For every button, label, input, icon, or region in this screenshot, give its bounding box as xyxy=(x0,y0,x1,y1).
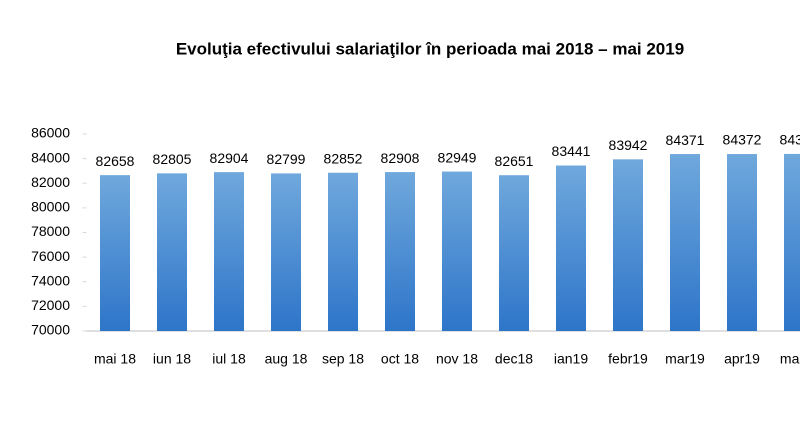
bar xyxy=(727,154,757,331)
x-tick-label: febr19 xyxy=(608,351,648,367)
data-label: 82949 xyxy=(438,149,477,165)
x-tick-label: apr19 xyxy=(724,351,760,367)
bar xyxy=(157,173,187,331)
bar xyxy=(670,154,700,331)
data-label: 84372 xyxy=(723,132,762,148)
data-label: 82651 xyxy=(495,153,534,169)
data-label: 82799 xyxy=(267,151,306,167)
data-label: 82904 xyxy=(210,150,249,166)
y-tick-label: 72000 xyxy=(31,297,70,313)
x-tick-label: mai 18 xyxy=(94,351,136,367)
bar xyxy=(385,172,415,331)
bar xyxy=(556,165,586,331)
x-tick-label: nov 18 xyxy=(436,351,478,367)
x-tick-label: mai19 xyxy=(780,351,800,367)
x-tick-label: oct 18 xyxy=(381,351,419,367)
y-tick-label: 74000 xyxy=(31,272,70,288)
bar xyxy=(271,173,301,331)
data-label: 84380 xyxy=(780,132,800,148)
bar xyxy=(442,171,472,331)
bar xyxy=(613,159,643,331)
data-label: 84371 xyxy=(666,132,705,148)
bar xyxy=(100,175,130,331)
data-label: 82658 xyxy=(96,153,135,169)
data-label: 82805 xyxy=(153,151,192,167)
x-tick-label: dec18 xyxy=(495,351,533,367)
x-tick-label: sep 18 xyxy=(322,351,364,367)
data-label: 82852 xyxy=(324,150,363,166)
data-label: 82908 xyxy=(381,150,420,166)
x-tick-label: aug 18 xyxy=(265,351,308,367)
bar xyxy=(499,175,529,331)
y-tick-label: 70000 xyxy=(31,322,70,338)
data-label: 83942 xyxy=(609,137,648,153)
x-tick-label: ian19 xyxy=(554,351,588,367)
y-tick-label: 80000 xyxy=(31,199,70,215)
y-tick-label: 78000 xyxy=(31,223,70,239)
x-tick-label: iun 18 xyxy=(153,351,191,367)
bar xyxy=(328,172,358,331)
x-tick-label: mar19 xyxy=(665,351,705,367)
bar xyxy=(214,172,244,331)
chart-title: Evoluţia efectivului salariaţilor în per… xyxy=(176,39,684,58)
bar xyxy=(784,153,800,331)
y-tick-label: 86000 xyxy=(31,125,70,141)
y-tick-label: 82000 xyxy=(31,174,70,190)
data-label: 83441 xyxy=(552,143,591,159)
x-tick-label: iul 18 xyxy=(212,351,246,367)
y-tick-label: 76000 xyxy=(31,248,70,264)
y-tick-label: 84000 xyxy=(31,149,70,165)
